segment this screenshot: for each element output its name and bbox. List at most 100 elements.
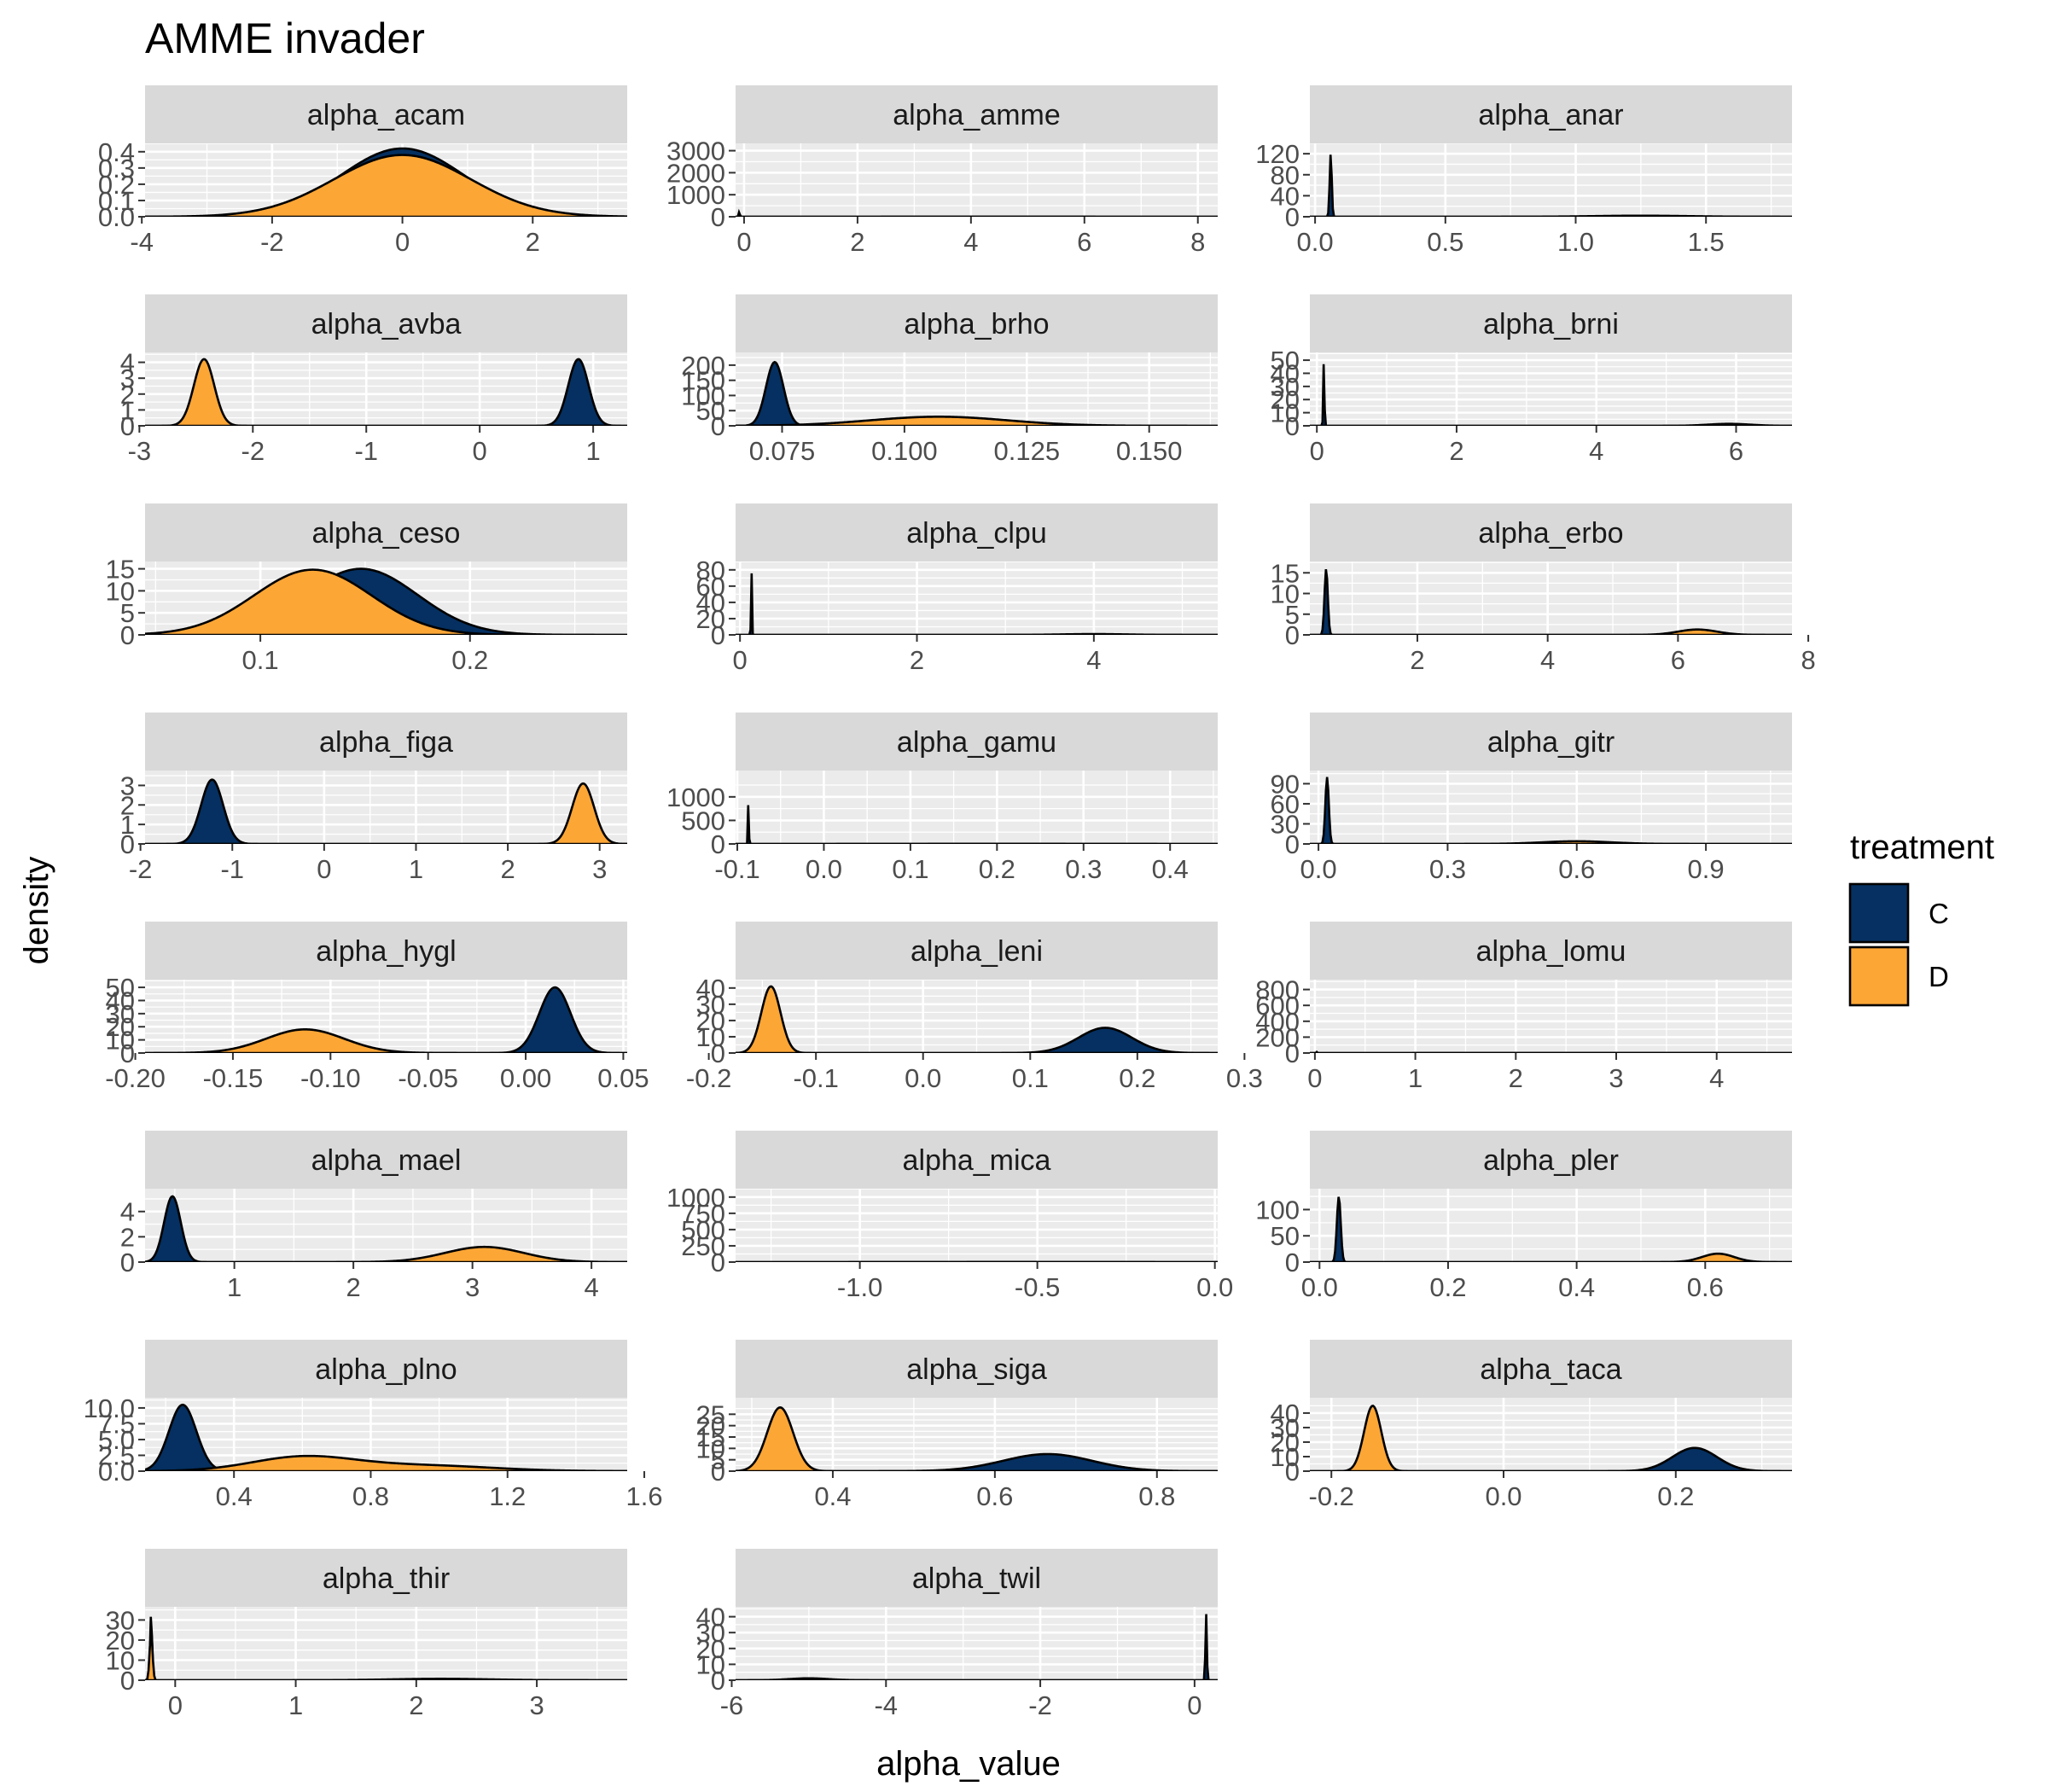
- x-tick-label: 0.0: [905, 1063, 941, 1093]
- x-tick-label: 0.1: [242, 645, 279, 675]
- y-tick-label: 10: [1271, 579, 1300, 609]
- density-d: [1310, 840, 1792, 844]
- x-tick-label: 6: [1077, 227, 1091, 257]
- density-c: [145, 778, 627, 844]
- facet-strip: [145, 1549, 627, 1607]
- x-tick-label: 4: [1086, 645, 1101, 675]
- y-tick-label: 50: [1271, 346, 1300, 375]
- facet-strip: [145, 294, 627, 352]
- y-tick-label: 2: [120, 790, 135, 820]
- facet-strip: [736, 1340, 1218, 1398]
- x-tick-label: 0: [736, 227, 751, 257]
- panel-background: [736, 561, 1218, 635]
- facet-alpha-hygl: alpha_hygl -0.20 -0.15 -0.10 -0.05 0.00 0.05 01…: [105, 922, 649, 1093]
- facet-strip: [1310, 922, 1792, 980]
- x-tick-label: 0: [168, 1690, 183, 1720]
- density-d: [736, 1406, 1218, 1471]
- gridlines: [1310, 143, 1792, 217]
- density-c: [736, 360, 1218, 426]
- density-d: [145, 154, 627, 217]
- facet-strip-label: alpha_hygl: [316, 935, 456, 968]
- y-tick-label: 15: [1271, 558, 1300, 588]
- y-tick-label: 30: [106, 999, 135, 1029]
- x-tick-label: 2: [526, 227, 540, 257]
- facet-alpha-acam: alpha_acam -4 -2 0 2 0.00.10.20.30.4: [98, 85, 627, 257]
- density-layer: [145, 986, 627, 1053]
- facet-strip: [736, 1549, 1218, 1607]
- facet-strip-label: alpha_amme: [893, 99, 1061, 131]
- density-d: [736, 632, 1218, 635]
- y-tick-label: 100: [1255, 1195, 1300, 1225]
- y-tick-label: 10: [696, 1022, 725, 1052]
- y-tick-label: 25: [696, 1399, 725, 1429]
- facet-strip: [145, 713, 627, 771]
- x-tick-label: -2: [241, 436, 265, 466]
- y-tick-label: 0.0: [98, 202, 135, 232]
- panel-background: [145, 1607, 627, 1680]
- y-tick-label: 80: [696, 556, 725, 585]
- y-tick-label: 0: [711, 1457, 725, 1487]
- x-tick-label: 2: [346, 1272, 361, 1302]
- gridlines: [1310, 980, 1792, 1053]
- y-tick-label: 0.0: [98, 1457, 135, 1487]
- density-layer: [736, 1406, 1218, 1471]
- x-tick-label: 0: [317, 854, 331, 884]
- facet-strip: [1310, 713, 1792, 771]
- y-tick-label: 30: [696, 990, 725, 1020]
- facet-strip-label: alpha_ceso: [312, 517, 461, 550]
- x-tick-label: 3: [529, 1690, 544, 1720]
- y-tick-label: 0.1: [98, 186, 135, 216]
- density-layer: [1310, 777, 1792, 844]
- density-layer: [736, 360, 1218, 426]
- x-tick-label: 0.4: [216, 1481, 253, 1511]
- y-tick-label: 20: [106, 1012, 135, 1042]
- density-d: [1310, 1405, 1792, 1471]
- density-d: [145, 1028, 627, 1053]
- density-d: [145, 1245, 627, 1262]
- facet-strip-label: alpha_siga: [906, 1353, 1047, 1386]
- x-tick-label: 0.3: [1226, 1063, 1263, 1093]
- y-tick-label: 60: [1271, 789, 1300, 819]
- facet-strip: [1310, 294, 1792, 352]
- y-tick-label: 0: [1285, 1248, 1300, 1277]
- x-tick-label: 8: [1190, 227, 1205, 257]
- y-tick-label: 20: [696, 1006, 725, 1036]
- facet-strip: [736, 503, 1218, 561]
- x-tick-label: 0.0: [1485, 1481, 1521, 1511]
- y-tick-label: 15: [106, 555, 135, 585]
- x-tick-label: 0.8: [352, 1481, 389, 1511]
- facet-alpha-brho: alpha_brho 0.075 0.100 0.125 0.150 0501001502…: [681, 294, 1218, 466]
- x-tick-label: 0.0: [1297, 227, 1334, 257]
- y-tick-label: 60: [696, 572, 725, 602]
- x-tick-label: -1: [354, 436, 378, 466]
- x-tick-label: 1: [585, 436, 600, 466]
- y-tick-label: 1000: [666, 180, 725, 210]
- gridlines: [736, 1398, 1218, 1471]
- panel-background: [736, 143, 1218, 217]
- y-tick-label: 40: [696, 1603, 725, 1632]
- panel-background: [1310, 771, 1792, 844]
- x-tick-label: 0.8: [1138, 1481, 1175, 1511]
- y-tick-label: 40: [1271, 1399, 1300, 1428]
- y-tick-label: 50: [1271, 1221, 1300, 1251]
- y-tick-label: 500: [681, 1215, 725, 1245]
- y-tick-label: 3000: [666, 137, 725, 166]
- density-layer: [145, 1616, 627, 1680]
- facet-strip: [1310, 1131, 1792, 1189]
- y-tick-label: 400: [1255, 1007, 1300, 1037]
- x-tick-label: 0: [733, 645, 748, 675]
- gridlines: [145, 1398, 627, 1471]
- x-tick-label: 3: [1609, 1063, 1623, 1093]
- density-d: [736, 1677, 1218, 1680]
- y-tick-label: 0: [711, 620, 725, 650]
- y-tick-label: 30: [696, 1618, 725, 1648]
- x-tick-label: -0.1: [714, 854, 759, 884]
- x-tick-label: -0.5: [1015, 1272, 1060, 1302]
